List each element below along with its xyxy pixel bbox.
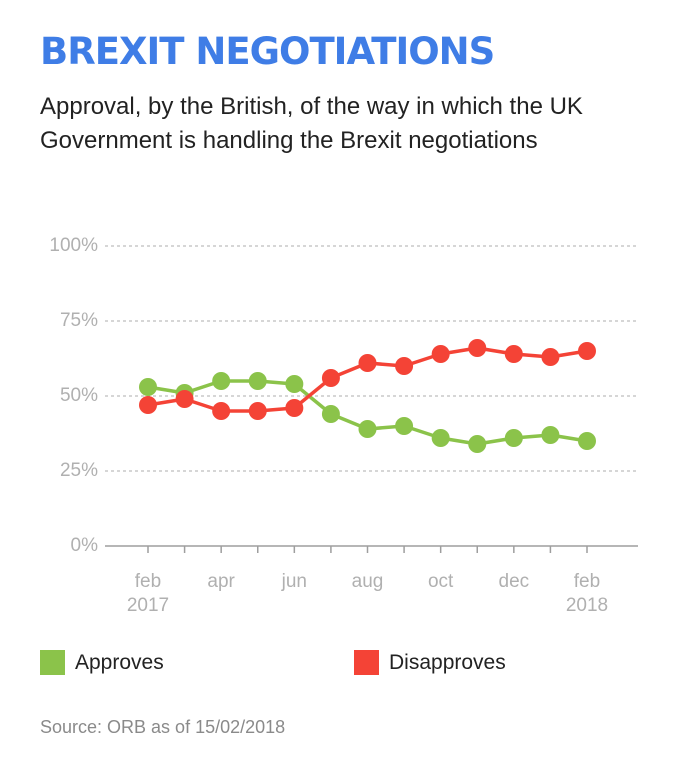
grid-layer <box>105 245 638 547</box>
x-tick-label: oct <box>428 571 454 592</box>
data-point-approves <box>504 429 523 447</box>
data-point-disapproves <box>468 339 487 357</box>
data-point-disapproves <box>285 399 304 417</box>
data-point-approves <box>468 435 487 453</box>
data-point-disapproves <box>541 348 560 366</box>
legend-item-disapproves: Disapproves <box>354 650 506 675</box>
data-point-approves <box>431 429 450 447</box>
data-point-approves <box>321 405 340 423</box>
legend-item-approves: Approves <box>40 650 164 675</box>
data-point-approves <box>395 417 414 435</box>
x-tick-label: jun <box>281 571 307 592</box>
y-tick-label: 50% <box>60 385 98 406</box>
legend-label-approves: Approves <box>75 650 164 674</box>
legend: Approves Disapproves <box>0 650 680 680</box>
chart-title: BREXIT NEGOTIATIONS <box>40 30 495 73</box>
y-tick-label: 0% <box>71 535 99 556</box>
data-point-disapproves <box>248 402 267 420</box>
y-tick-label: 100% <box>49 235 98 256</box>
y-tick-label: 25% <box>60 460 98 481</box>
axis-layer: 0% 25% 50% 75% 100% feb 2017 apr jun aug oct dec feb… <box>49 235 608 616</box>
data-point-disapproves <box>139 396 157 414</box>
data-point-approves <box>248 372 267 390</box>
x-tick-label: feb <box>574 571 600 592</box>
data-point-disapproves <box>212 402 231 420</box>
data-point-disapproves <box>175 390 194 408</box>
x-tick-label: aug <box>352 571 384 592</box>
data-point-disapproves <box>504 345 523 363</box>
line-chart: 0% 25% 50% 75% 100% feb 2017 apr jun aug oct dec feb… <box>49 235 638 616</box>
x-tick-label: apr <box>207 571 235 592</box>
data-point-approves <box>212 372 231 390</box>
data-point-disapproves <box>431 345 450 363</box>
legend-label-disapproves: Disapproves <box>389 650 506 674</box>
y-tick-label: 75% <box>60 310 98 331</box>
x-tick-label: dec <box>499 571 530 592</box>
legend-swatch-disapproves <box>354 650 379 675</box>
data-point-disapproves <box>321 369 340 387</box>
data-point-approves <box>541 426 560 444</box>
data-point-approves <box>358 420 377 438</box>
x-tick-label: 2018 <box>566 595 608 616</box>
data-point-approves <box>578 432 596 450</box>
data-point-disapproves <box>578 342 596 360</box>
data-point-disapproves <box>395 357 414 375</box>
source-note: Source: ORB as of 15/02/2018 <box>40 717 286 737</box>
x-tick-label: feb <box>135 571 161 592</box>
x-tick-label: 2017 <box>127 595 169 616</box>
data-point-approves <box>139 378 157 396</box>
legend-swatch-approves <box>40 650 65 675</box>
chart-subtitle: Approval, by the British, of the way in … <box>40 93 583 154</box>
data-point-approves <box>285 375 304 393</box>
series-layer <box>139 339 596 453</box>
data-point-disapproves <box>358 354 377 372</box>
